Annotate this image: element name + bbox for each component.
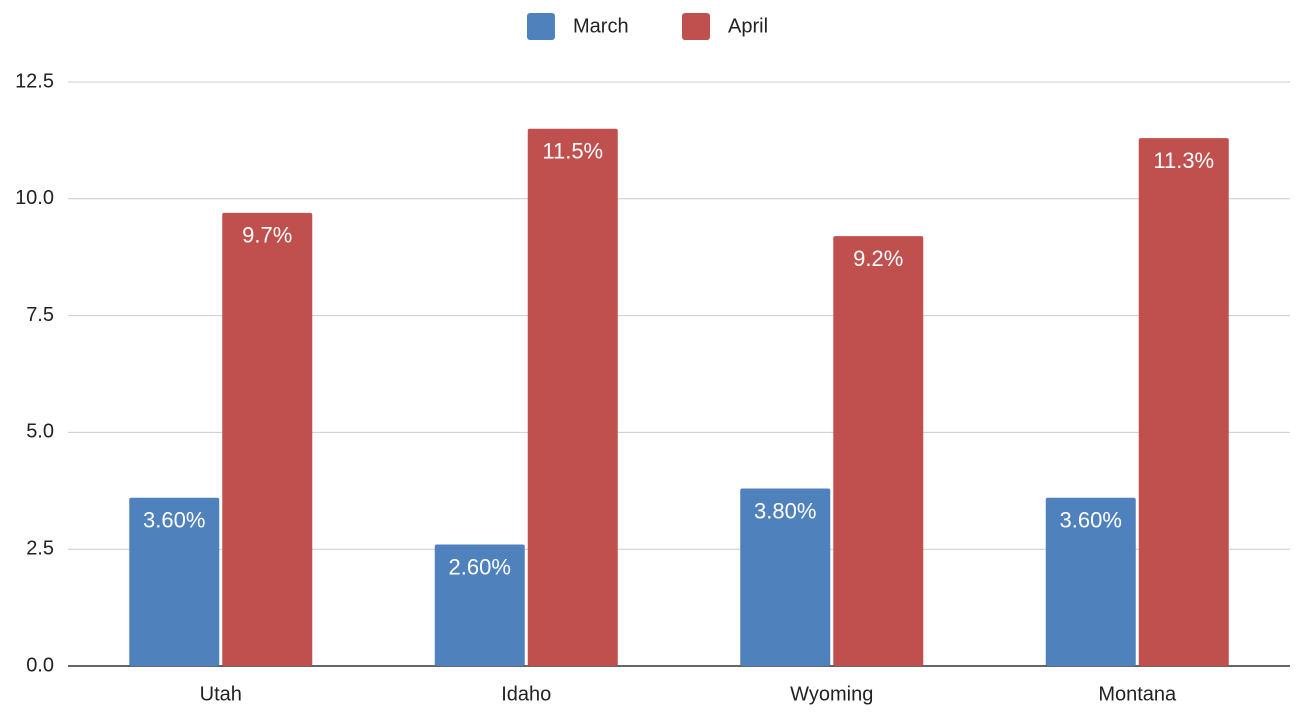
y-tick-label: 2.5 <box>26 537 54 559</box>
x-tick-label: Utah <box>200 683 242 705</box>
y-tick-label: 10.0 <box>15 187 54 209</box>
y-tick-label: 7.5 <box>26 304 54 326</box>
value-label: 2.60% <box>449 554 511 579</box>
legend-swatch <box>682 13 710 40</box>
legend-label: March <box>573 15 629 37</box>
x-tick-label: Idaho <box>501 683 551 705</box>
value-label: 3.60% <box>1060 508 1122 533</box>
x-tick-label: Wyoming <box>790 683 873 705</box>
y-tick-label: 5.0 <box>26 421 54 443</box>
value-label: 9.2% <box>853 246 903 271</box>
bar <box>1138 138 1229 667</box>
value-label: 3.80% <box>754 498 816 523</box>
value-label: 3.60% <box>143 508 205 533</box>
legend-label: April <box>728 15 768 37</box>
value-label: 9.7% <box>242 223 292 248</box>
value-label: 11.3% <box>1153 148 1214 173</box>
value-label: 11.5% <box>542 139 603 164</box>
x-tick-label: Montana <box>1098 683 1177 705</box>
bar <box>527 128 618 667</box>
bar <box>129 497 220 666</box>
bar <box>833 236 924 666</box>
bar <box>222 212 313 667</box>
y-tick-label: 12.5 <box>15 70 54 92</box>
legend-swatch <box>527 13 555 40</box>
bar <box>1045 497 1136 666</box>
bar <box>740 488 831 666</box>
bar <box>434 544 525 666</box>
y-tick-label: 0.0 <box>26 654 54 676</box>
